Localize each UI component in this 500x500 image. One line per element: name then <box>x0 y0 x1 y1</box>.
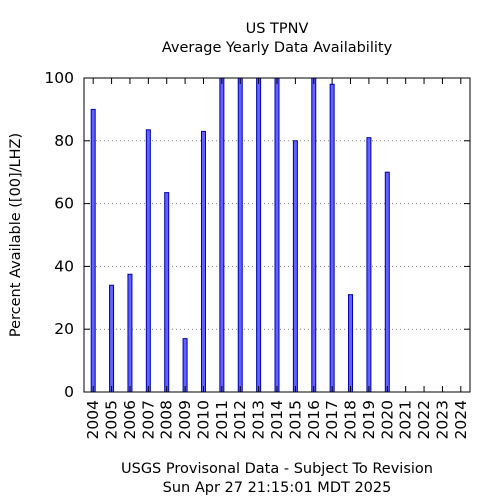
bar-2010 <box>200 130 206 393</box>
bar-2019 <box>366 137 372 393</box>
x-tick-label-2009: 2009 <box>176 400 194 439</box>
footer-timestamp: Sun Apr 27 21:15:01 MDT 2025 <box>163 480 392 496</box>
bar-2007 <box>145 129 151 393</box>
x-tick-label-2008: 2008 <box>158 400 176 439</box>
y-tick-label: 60 <box>54 195 74 213</box>
x-tick-label-2005: 2005 <box>103 400 121 439</box>
bar-2006 <box>127 273 133 393</box>
bar-2017 <box>329 83 335 393</box>
x-tick-label-2022: 2022 <box>415 400 433 439</box>
x-tick-label-2010: 2010 <box>194 400 212 439</box>
x-tick-label-2011: 2011 <box>213 400 231 439</box>
y-tick-label: 80 <box>54 132 74 150</box>
y-tick-label: 100 <box>44 69 74 87</box>
x-tick-label-2018: 2018 <box>342 400 360 439</box>
chart-title: US TPNV <box>246 21 309 37</box>
bar-2011 <box>219 77 225 393</box>
bar-2008 <box>164 192 170 393</box>
x-tick-label-2015: 2015 <box>286 400 304 439</box>
x-tick-label-2007: 2007 <box>139 400 157 439</box>
y-tick-label: 0 <box>64 383 74 401</box>
x-tick-label-2021: 2021 <box>397 400 415 439</box>
bar-2012 <box>237 77 243 393</box>
bars <box>90 77 390 393</box>
x-tick-label-2019: 2019 <box>360 400 378 439</box>
bar-2016 <box>311 77 317 393</box>
bar-2005 <box>109 284 115 393</box>
bar-2013 <box>256 77 262 393</box>
x-tick-label-2013: 2013 <box>250 400 268 439</box>
bar-2014 <box>274 77 280 393</box>
y-tick-label: 40 <box>54 257 74 275</box>
x-tick-label-2020: 2020 <box>378 400 396 439</box>
x-tick-label-2006: 2006 <box>121 400 139 439</box>
x-tick-label-2024: 2024 <box>452 400 470 439</box>
y-tick-label: 20 <box>54 320 74 338</box>
bar-2015 <box>292 140 298 393</box>
bar-2009 <box>182 338 188 393</box>
x-tick-label-2012: 2012 <box>231 400 249 439</box>
x-tick-label-2014: 2014 <box>268 400 286 439</box>
x-tick-label-2016: 2016 <box>305 400 323 439</box>
x-tick-label-2004: 2004 <box>84 400 102 439</box>
x-tick-label-2017: 2017 <box>323 400 341 439</box>
y-axis-label: Percent Available ([00]/LHZ) <box>8 133 24 337</box>
bar-2020 <box>384 171 390 393</box>
x-tick-label-2023: 2023 <box>433 400 451 439</box>
footer-disclaimer: USGS Provisonal Data - Subject To Revisi… <box>121 461 433 477</box>
bar-2004 <box>90 108 96 393</box>
chart-subtitle: Average Yearly Data Availability <box>162 40 393 56</box>
x-ticks: 2004 2005 2006 2007 2008 2009 2010 2011 2012 2013… <box>84 78 470 439</box>
y-ticks: 0 20 40 60 80 100 <box>44 69 470 401</box>
bar-2018 <box>348 294 354 393</box>
